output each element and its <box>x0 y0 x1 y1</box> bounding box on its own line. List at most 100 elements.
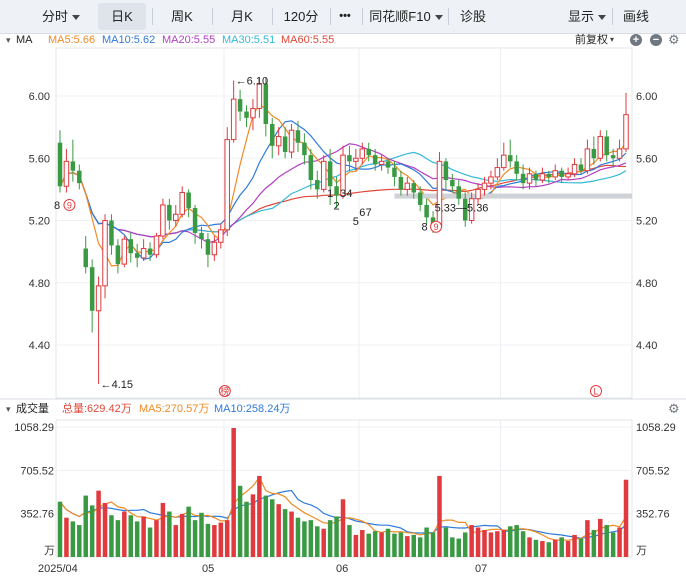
candle-body <box>308 155 314 181</box>
tab-f10[interactable]: 同花顺F10 <box>366 3 446 30</box>
display-menu[interactable]: 显示 <box>562 3 612 30</box>
volume-bar <box>546 542 552 557</box>
axis-labels: 6.00 6.00 5.60 5.60 5.20 5.20 4.80 4.80 4.40 4.40… <box>14 91 676 575</box>
volume-bar <box>308 520 314 557</box>
candle-body <box>199 232 204 240</box>
volume-bar <box>482 529 487 557</box>
candle-body <box>95 285 102 312</box>
candle-body <box>597 135 604 159</box>
volume-bar <box>257 475 262 557</box>
adjust-label[interactable]: 前复权 <box>575 34 608 46</box>
ma20-label: MA20:5.55 <box>162 34 216 46</box>
ranking-badge-ring <box>218 385 231 397</box>
collapse-icon[interactable]: ▾ <box>6 35 11 45</box>
candle-body <box>347 155 352 162</box>
volume-bar <box>405 536 410 557</box>
y-tick-label-left: 4.40 <box>29 340 50 352</box>
volume-bar <box>147 527 153 557</box>
more-icon[interactable]: ••• <box>332 3 358 30</box>
nine-turn-badge-left-ring <box>63 198 76 211</box>
candle-body <box>186 192 191 209</box>
tab-day-k-label: 日K <box>111 9 133 24</box>
low-price-annotation: ←4.15 <box>101 379 133 391</box>
sequence-count-label: 1 <box>327 188 333 200</box>
candle-body <box>218 229 224 243</box>
candle-body <box>109 220 114 246</box>
candle-body <box>481 182 488 190</box>
candle-body <box>475 188 481 200</box>
candle-body <box>320 160 327 190</box>
candle-body <box>372 155 378 165</box>
candle-body <box>514 161 519 174</box>
volume-bar <box>552 539 558 557</box>
sequence-count-label: 4 <box>346 188 352 200</box>
l-marker-badge: L <box>593 387 598 397</box>
sequence-count-label: 7 <box>366 207 372 219</box>
volume-bar <box>353 534 359 557</box>
volume-bar <box>295 517 301 557</box>
volume-bar <box>269 499 275 557</box>
candle-body <box>571 163 578 175</box>
tab-week-k[interactable]: 周K <box>158 3 206 30</box>
volume-bar <box>115 520 121 557</box>
volume-bar <box>109 515 114 557</box>
volume-bar <box>372 531 378 557</box>
volume-bar <box>224 520 230 557</box>
volume-bar <box>64 517 69 557</box>
volume-bar <box>347 525 352 557</box>
price-header: ▾ MA MA5:5.66 MA10:5.62 MA20:5.55 MA30:5… <box>0 30 686 50</box>
volume-bar <box>456 538 462 557</box>
collapse-icon[interactable]: ▾ <box>6 404 11 414</box>
volume-bar <box>572 534 577 557</box>
tab-month-k[interactable]: 月K <box>218 3 266 30</box>
more-icon-label: ••• <box>339 10 351 22</box>
volume-unit-left: 万 <box>44 545 55 557</box>
y-tick-label-left: 4.80 <box>29 278 50 290</box>
candle-body <box>134 253 140 258</box>
candle-body <box>539 173 546 181</box>
volume-bar <box>186 506 191 557</box>
candle-body <box>244 111 249 118</box>
ma5-label: MA5:5.66 <box>48 34 96 46</box>
candle-body <box>179 191 185 215</box>
candle-body <box>378 160 385 165</box>
ranking-badge: 榜 <box>220 386 229 397</box>
candle-body <box>250 107 256 119</box>
chevron-down-icon <box>434 15 443 21</box>
candle-body <box>565 173 571 178</box>
y-tick-label-left: 6.00 <box>29 91 50 103</box>
volume-bar <box>501 529 507 557</box>
volume-bar <box>520 531 526 557</box>
tab-diagnose[interactable]: 诊股 <box>452 3 494 30</box>
candle-body <box>224 139 230 231</box>
volume-bar <box>495 531 500 557</box>
tab-timeshare[interactable]: 分时 <box>36 3 86 30</box>
candle-body <box>275 135 282 147</box>
candle-body <box>77 170 82 184</box>
x-tick-label: 2025/04 <box>38 563 78 575</box>
volume-tick-label-left: 1058.29 <box>14 422 54 434</box>
volume-bar <box>533 539 539 557</box>
gear-icon[interactable]: ⚙ <box>668 401 680 416</box>
volume-bar <box>167 511 172 557</box>
volume-bar <box>598 518 603 557</box>
gear-icon[interactable]: ⚙ <box>668 32 680 47</box>
volume-bar-series <box>57 428 629 557</box>
volume-bar <box>610 532 616 557</box>
tab-120min[interactable]: 120分 <box>276 3 326 30</box>
tab-divider <box>152 8 153 25</box>
tab-divider <box>272 8 273 25</box>
volume-bar <box>443 527 449 557</box>
candle-body <box>417 192 423 205</box>
zoom-out-icon[interactable]: − <box>650 34 662 46</box>
volume-tick-label-right: 705.52 <box>636 465 670 477</box>
tab-day-k[interactable]: 日K <box>98 3 146 30</box>
x-tick-label: 07 <box>475 563 487 575</box>
volume-bar <box>218 522 224 557</box>
volume-bar <box>417 537 423 557</box>
volume-bar <box>212 525 217 557</box>
zoom-in-icon[interactable]: + <box>630 34 642 46</box>
draw-line-button[interactable]: 画线 <box>618 3 654 30</box>
candle-body <box>610 155 616 159</box>
